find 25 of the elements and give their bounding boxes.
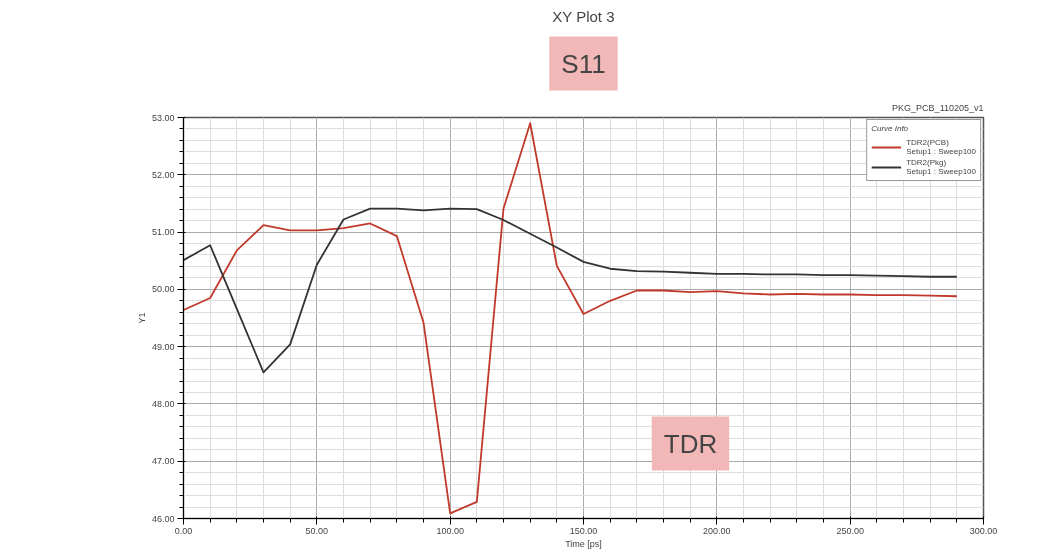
line-series xyxy=(183,207,958,374)
x-tick-label: 250.00 xyxy=(836,525,864,536)
y-tick-label: 53.00 xyxy=(151,112,175,123)
y-tick-label: 51.00 xyxy=(151,227,175,238)
y-tick-label: 46.00 xyxy=(151,513,175,524)
y-tick-label: 50.00 xyxy=(151,284,175,295)
y-tick-label: 49.00 xyxy=(151,341,175,352)
annotation: TDR xyxy=(663,428,718,459)
text: PKG_PCB_110205_v1 xyxy=(892,102,984,113)
y-tick-label: 47.00 xyxy=(151,456,175,467)
text: S11 xyxy=(561,48,606,79)
x-tick-label: 150.00 xyxy=(569,525,598,536)
x-tick-label: 200.00 xyxy=(703,525,731,536)
y-tick-label: 52.00 xyxy=(151,169,175,180)
y-axis-title: Y1 xyxy=(136,312,147,324)
x-axis-title: Time [ps] xyxy=(565,538,602,549)
x-tick-label: 50.00 xyxy=(305,525,329,536)
legend-title: Curve Info xyxy=(871,124,910,133)
legend-label: TDR2(PCB) Setup1 : Sweep100 xyxy=(906,138,976,156)
chart-title: XY Plot 3 xyxy=(552,7,615,25)
y-tick-label: 48.00 xyxy=(151,398,175,409)
legend-label: TDR2(Pkg) Setup1 : Sweep100 xyxy=(906,158,976,176)
x-tick-label: 0.00 xyxy=(174,525,193,536)
x-tick-label: 100.00 xyxy=(436,525,464,536)
x-tick-label: 300.00 xyxy=(969,525,998,536)
